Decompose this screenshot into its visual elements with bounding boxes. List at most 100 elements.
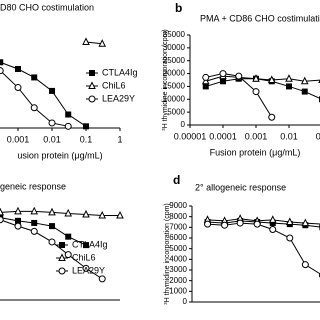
- data-point: [30, 227, 38, 235]
- legend-label: ChiL6: [72, 252, 96, 262]
- data-point: [0, 216, 4, 224]
- data-point: [301, 218, 310, 227]
- y-axis-label: ³H thymidine incorporation (cpm): [162, 29, 169, 131]
- legend-label: CTLA4Ig: [102, 67, 138, 77]
- chart-title: D80 CHO costimulation: [0, 2, 94, 12]
- data-point: [236, 219, 244, 227]
- y-tick-label: 0: [181, 120, 186, 129]
- data-point: [98, 39, 107, 47]
- data-point: [202, 73, 210, 81]
- data-point: [30, 104, 38, 112]
- x-tick-label: 0.01: [280, 131, 298, 141]
- data-point: [0, 67, 4, 75]
- data-point: [31, 219, 38, 226]
- panel-label: b: [175, 1, 182, 15]
- y-tick-label: 5000: [169, 244, 187, 253]
- legend-marker: [89, 70, 95, 76]
- data-point: [285, 217, 294, 225]
- legend-marker: [58, 267, 66, 275]
- chart-title: PMA + CD86 CHO costimulati: [200, 13, 320, 23]
- y-tick-label: 7000: [169, 222, 187, 231]
- data-point: [48, 238, 56, 246]
- y-tick-label: 4000: [169, 254, 187, 263]
- data-point: [83, 123, 89, 130]
- data-point: [14, 206, 22, 215]
- data-point: [253, 220, 261, 228]
- data-point: [65, 111, 72, 118]
- data-point: [83, 242, 89, 249]
- y-tick-label: 20000: [163, 69, 186, 78]
- data-point: [31, 74, 38, 81]
- data-point: [300, 76, 309, 85]
- legend-marker: [88, 81, 96, 89]
- y-tick-label: 6000: [169, 233, 187, 242]
- data-point: [48, 207, 56, 216]
- data-point: [220, 78, 226, 85]
- data-point: [204, 220, 212, 228]
- data-point: [116, 210, 124, 219]
- series-line: [207, 218, 320, 225]
- data-point: [285, 74, 293, 82]
- data-point: [0, 207, 5, 216]
- data-point: [252, 74, 260, 82]
- panel-label: d: [173, 173, 180, 187]
- data-point: [14, 222, 22, 230]
- legend-label: LEA29Y: [72, 265, 105, 275]
- x-axis-label: Fusion protein (μg/mL): [210, 147, 301, 157]
- y-tick-label: 9000: [169, 201, 187, 210]
- data-point: [48, 119, 56, 127]
- y-tick-label: 10000: [163, 94, 186, 103]
- series-line: [207, 222, 320, 275]
- legend-label: CTLA4Ig: [72, 239, 108, 249]
- data-point: [202, 83, 209, 90]
- data-point: [82, 209, 90, 218]
- data-point: [15, 66, 21, 72]
- data-point: [98, 275, 106, 283]
- x-tick-label: 0.00001: [174, 131, 207, 141]
- x-tick-label: 0.1: [316, 131, 320, 141]
- y-tick-label: 1000: [169, 286, 187, 295]
- y-tick-label: 35000: [163, 30, 186, 39]
- y-axis-label: ³H thymidine incorporation (cpm): [164, 203, 171, 305]
- data-point: [219, 70, 227, 78]
- x-axis-label: usion protein (μg/mL): [17, 150, 102, 160]
- series-line: [205, 75, 320, 82]
- data-point: [267, 75, 276, 83]
- data-point: [0, 59, 4, 66]
- data-point: [268, 215, 277, 223]
- x-tick-label: 0.001: [245, 131, 268, 141]
- y-tick-label: 3000: [169, 265, 187, 274]
- y-tick-label: 8000: [169, 212, 187, 221]
- chart-title: geneic response: [0, 181, 66, 191]
- legend-marker: [59, 242, 65, 248]
- data-point: [286, 234, 294, 242]
- x-tick-label: 0.01: [43, 134, 61, 144]
- y-tick-label: 30000: [163, 43, 186, 52]
- data-point: [301, 261, 309, 269]
- data-point: [252, 88, 260, 96]
- x-tick-label: 1: [117, 134, 122, 144]
- x-tick-label: 0.1: [80, 134, 93, 144]
- data-point: [14, 84, 22, 92]
- series-line: [85, 41, 103, 45]
- data-point: [98, 210, 107, 219]
- data-point: [64, 251, 72, 259]
- series-line: [0, 69, 69, 127]
- data-point: [286, 83, 292, 90]
- data-point: [30, 206, 39, 215]
- x-tick-label: 0.0001: [209, 131, 237, 141]
- data-point: [49, 87, 55, 94]
- legend-label: ChiL6: [102, 80, 126, 90]
- data-point: [49, 223, 55, 230]
- data-point: [235, 72, 243, 80]
- data-point: [82, 37, 90, 46]
- x-tick-label: 0.001: [7, 134, 30, 144]
- data-point: [82, 264, 90, 272]
- y-tick-label: 2000: [169, 276, 187, 285]
- data-point: [269, 225, 277, 233]
- data-point: [65, 233, 72, 240]
- legend-label: LEA29Y: [102, 93, 135, 103]
- data-point: [64, 122, 72, 130]
- data-point: [269, 220, 276, 227]
